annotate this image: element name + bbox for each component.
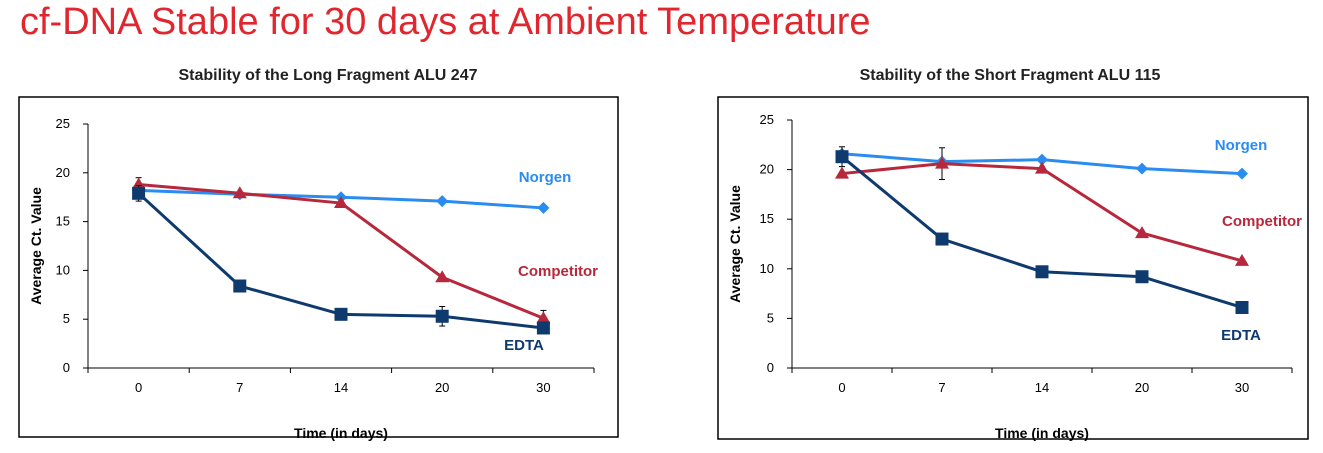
data-point xyxy=(232,186,247,199)
data-point xyxy=(132,186,146,200)
data-point xyxy=(233,279,247,293)
series-competitor: Competitor xyxy=(835,147,1302,266)
data-point xyxy=(537,201,550,214)
series-label: Competitor xyxy=(518,263,598,280)
x-tick-label: 7 xyxy=(938,380,945,395)
data-point xyxy=(1036,153,1048,166)
y-tick-label: 0 xyxy=(63,360,70,375)
data-point xyxy=(435,270,450,283)
data-point xyxy=(435,309,449,323)
data-point xyxy=(131,177,146,190)
page-title: cf-DNA Stable for 30 days at Ambient Tem… xyxy=(20,1,871,43)
x-tick-label: 0 xyxy=(838,380,845,395)
x-axis-title: Time (in days) xyxy=(294,425,388,441)
x-tick-label: 7 xyxy=(236,380,243,395)
y-tick-label: 20 xyxy=(760,162,774,177)
data-point xyxy=(835,150,849,164)
data-point xyxy=(436,195,449,208)
chart-title: Stability of the Short Fragment ALU 115 xyxy=(860,67,1161,84)
data-point xyxy=(334,307,348,321)
y-tick-label: 15 xyxy=(760,211,774,226)
data-point xyxy=(1235,253,1249,266)
series-edta: EDTA xyxy=(132,184,550,354)
x-tick-label: 14 xyxy=(1035,380,1049,395)
data-point xyxy=(334,196,348,209)
data-point xyxy=(1035,161,1049,174)
data-point xyxy=(1135,226,1149,239)
series-label: Norgen xyxy=(1215,137,1268,154)
data-point xyxy=(536,311,551,324)
data-point xyxy=(935,232,949,246)
y-tick-label: 10 xyxy=(56,262,70,277)
y-tick-label: 25 xyxy=(760,112,774,127)
x-tick-label: 20 xyxy=(435,380,449,395)
x-tick-label: 30 xyxy=(536,380,550,395)
chart-frame xyxy=(18,96,619,438)
x-tick-label: 20 xyxy=(1135,380,1149,395)
y-tick-label: 15 xyxy=(56,214,70,229)
data-point xyxy=(1136,162,1148,175)
series-label: EDTA xyxy=(504,337,544,354)
y-tick-label: 10 xyxy=(760,261,774,276)
y-axis-title: Average Ct. Value xyxy=(28,187,44,305)
data-point xyxy=(1135,270,1149,284)
data-point xyxy=(1236,167,1248,180)
y-tick-label: 20 xyxy=(56,165,70,180)
x-tick-label: 0 xyxy=(135,380,142,395)
chart-2: Stability of the Short Fragment ALU 115 0… xyxy=(717,67,1309,441)
chart-title: Stability of the Long Fragment ALU 247 xyxy=(179,67,478,84)
chart-1: Stability of the Long Fragment ALU 247 0 5… xyxy=(18,67,619,441)
series-competitor: Competitor xyxy=(131,177,598,327)
data-point xyxy=(935,156,949,169)
y-tick-label: 0 xyxy=(767,360,774,375)
series-edta: EDTA xyxy=(835,146,1261,344)
x-tick-label: 14 xyxy=(334,380,348,395)
series-label: Norgen xyxy=(519,169,572,186)
y-tick-label: 5 xyxy=(767,310,774,325)
y-tick-label: 5 xyxy=(63,311,70,326)
data-point xyxy=(835,166,849,179)
data-point xyxy=(1035,265,1049,279)
chart-frame xyxy=(717,96,1309,440)
y-tick-label: 25 xyxy=(56,116,70,131)
y-axis-title: Average Ct. Value xyxy=(727,185,743,303)
data-point xyxy=(1235,300,1249,314)
series-label: EDTA xyxy=(1221,327,1261,344)
x-tick-label: 30 xyxy=(1235,380,1249,395)
series-label: Competitor xyxy=(1222,213,1302,230)
x-axis-title: Time (in days) xyxy=(995,425,1089,441)
data-point xyxy=(536,321,550,335)
